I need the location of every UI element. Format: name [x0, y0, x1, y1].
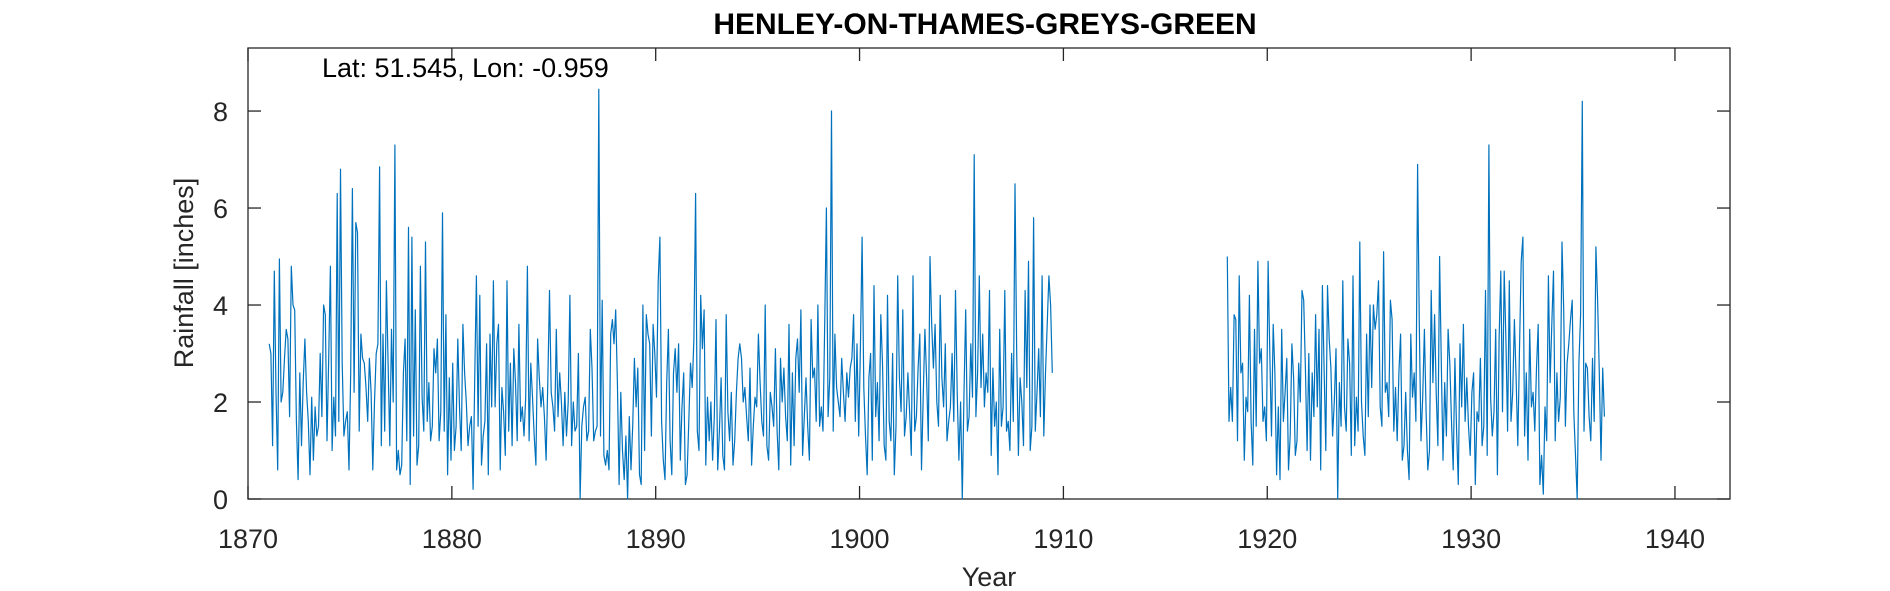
- x-tick-label: 1880: [422, 524, 482, 554]
- x-axis-label: Year: [962, 562, 1017, 591]
- y-tick-label: 8: [213, 97, 228, 127]
- y-tick-label: 4: [213, 291, 228, 321]
- series-line-2: [1226, 100, 1605, 500]
- location-annotation: Lat: 51.545, Lon: -0.959: [322, 53, 609, 83]
- x-tick-label: 1890: [626, 524, 686, 554]
- y-tick-label: 6: [213, 194, 228, 224]
- x-tick-label: 1930: [1441, 524, 1501, 554]
- y-tick-label: 0: [213, 485, 228, 515]
- plot-frame: [247, 47, 1731, 500]
- x-tick-label: 1940: [1645, 524, 1705, 554]
- axis-ticks: 1870 1880 1890 1900 1910 1920 1930 1940 0 2 4 6 8: [213, 48, 1730, 554]
- x-tick-label: 1910: [1033, 524, 1093, 554]
- x-tick-label: 1920: [1237, 524, 1297, 554]
- y-axis-label: Rainfall [inches]: [169, 178, 199, 369]
- y-tick-label: 2: [213, 388, 228, 418]
- x-tick-label: 1900: [830, 524, 890, 554]
- rainfall-series: [268, 88, 1605, 500]
- series-line-1: [268, 88, 1053, 500]
- chart-title: HENLEY-ON-THAMES-GREYS-GREEN: [713, 8, 1256, 41]
- x-tick-label: 1870: [218, 524, 278, 554]
